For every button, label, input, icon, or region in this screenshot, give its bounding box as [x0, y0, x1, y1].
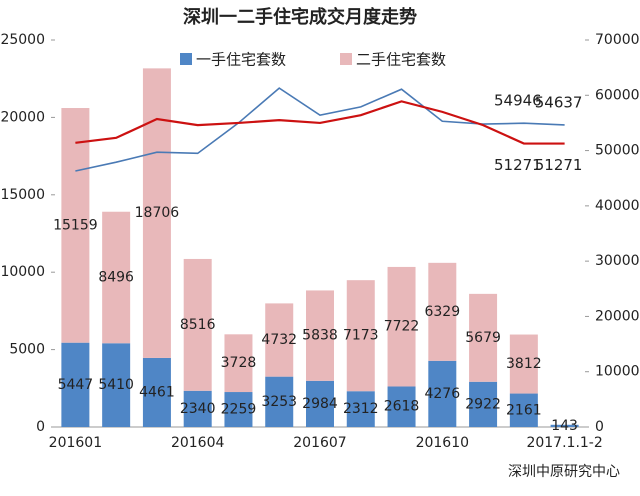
bar-label: 2312 — [343, 401, 379, 417]
y-tick-label: 10000 — [0, 264, 45, 280]
bar — [469, 293, 498, 382]
y-tick-label: 20000 — [0, 109, 45, 125]
source-note: 深圳中原研究中心 — [508, 464, 620, 480]
line-label: 54637 — [535, 93, 583, 111]
bar — [346, 280, 375, 392]
bar-label: 5447 — [58, 377, 94, 393]
line-label: 51271 — [535, 156, 583, 174]
bar — [346, 391, 375, 427]
y-tick-label: 0 — [36, 419, 45, 435]
bar — [183, 390, 212, 427]
bar-label: 5410 — [98, 377, 134, 393]
bar — [387, 386, 416, 427]
bar-label: 2161 — [506, 402, 542, 418]
y2-tick-label: 30000 — [595, 253, 640, 269]
bar-label: 3812 — [506, 356, 542, 372]
bar-label: 3253 — [261, 394, 297, 410]
bar-label: 2340 — [180, 401, 216, 417]
bar — [183, 258, 212, 391]
bar-label: 7722 — [384, 319, 420, 335]
bar — [61, 342, 90, 427]
bar-label: 8496 — [98, 269, 134, 285]
legend-label: 一手住宅套数 — [196, 51, 286, 69]
y-tick-label: 15000 — [0, 187, 45, 203]
bar-label: 2259 — [221, 402, 257, 418]
bar-label: 2922 — [465, 396, 501, 412]
line-label: 51271 — [494, 156, 542, 174]
bar — [428, 262, 457, 361]
bar-label: 2984 — [302, 396, 338, 412]
bar — [102, 211, 131, 344]
bar-label: 4732 — [261, 332, 297, 348]
bar-label: 143 — [551, 418, 578, 434]
bar — [469, 381, 498, 427]
y-tick-label: 5000 — [9, 342, 45, 358]
y2-tick-label: 60000 — [595, 87, 640, 103]
y2-tick-label: 40000 — [595, 198, 640, 214]
bar-label: 2618 — [384, 399, 420, 415]
line — [75, 100, 565, 145]
bar — [306, 380, 334, 427]
bar-label: 18706 — [135, 205, 180, 221]
legend-label: 二手住宅套数 — [356, 51, 446, 69]
bar — [509, 334, 538, 394]
bar — [61, 108, 90, 343]
y2-tick-label: 10000 — [595, 364, 640, 380]
line-label: 54946 — [494, 92, 542, 110]
bar-label: 5838 — [302, 328, 338, 344]
bar — [102, 343, 131, 427]
bar — [265, 376, 294, 427]
bar-label: 6329 — [424, 304, 460, 320]
bar-label: 5679 — [465, 330, 501, 346]
bar — [306, 290, 334, 381]
x-tick-label: 201604 — [171, 435, 225, 451]
bar-label: 3728 — [221, 355, 257, 371]
legend-swatch — [180, 53, 192, 65]
chart-title: 深圳一二手住宅成交月度走势 — [183, 6, 417, 28]
x-tick-label: 201610 — [416, 435, 469, 451]
bar-label: 15159 — [53, 217, 98, 233]
bar-label: 8516 — [180, 317, 216, 333]
x-tick-label: 201601 — [49, 435, 102, 451]
bar — [142, 68, 171, 358]
bar — [428, 360, 457, 427]
bar-label: 4461 — [139, 384, 175, 400]
bar-label: 4276 — [424, 386, 460, 402]
bar — [509, 393, 538, 427]
bar — [142, 357, 171, 427]
bar — [550, 424, 579, 427]
bar — [224, 334, 253, 393]
y2-tick-label: 70000 — [595, 32, 640, 48]
y-tick-label: 25000 — [0, 32, 45, 48]
legend-swatch — [340, 53, 352, 65]
x-tick-label: 2017.1.1-2 — [526, 435, 602, 451]
bar — [265, 303, 294, 377]
bar-label: 7173 — [343, 328, 379, 344]
y2-tick-label: 20000 — [595, 308, 640, 324]
y2-tick-label: 50000 — [595, 143, 640, 159]
bar — [387, 266, 416, 387]
bar — [224, 392, 253, 427]
x-tick-label: 201607 — [293, 435, 346, 451]
y2-tick-label: 0 — [595, 419, 604, 435]
